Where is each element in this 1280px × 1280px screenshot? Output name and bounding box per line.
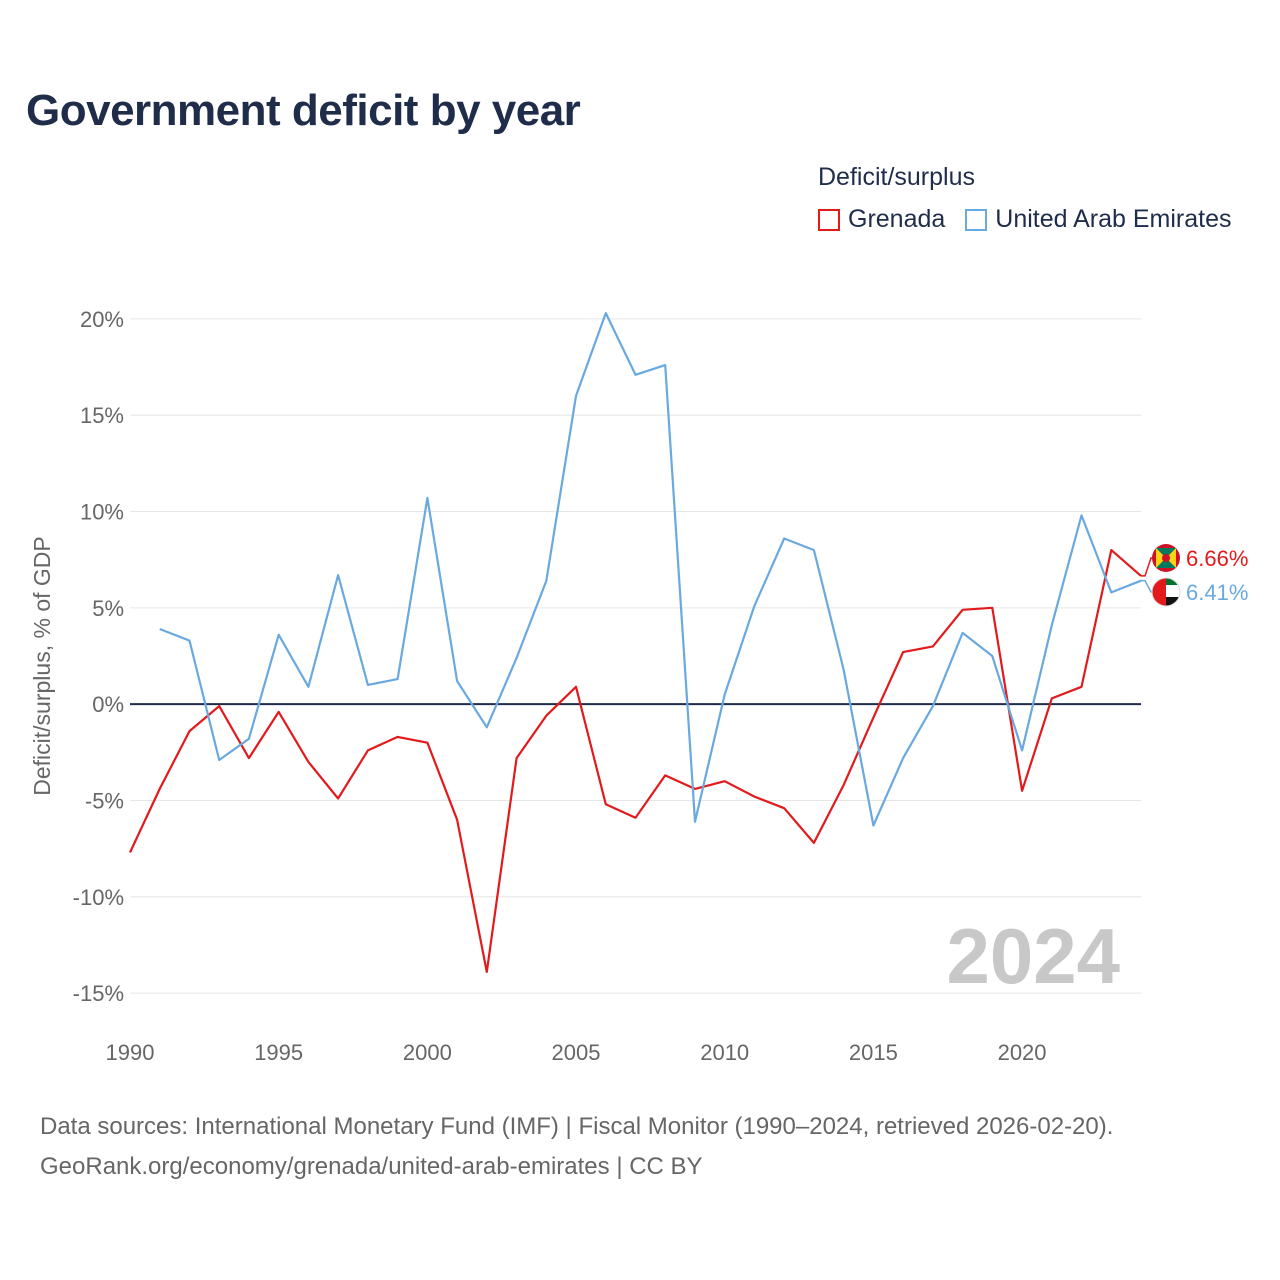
legend-item-uae[interactable]: United Arab Emirates [965, 205, 1232, 234]
watermark-year: 2024 [946, 912, 1120, 1000]
legend-label-uae: United Arab Emirates [995, 205, 1232, 233]
y-tick-label: -10% [73, 885, 124, 910]
x-tick-label: 1995 [254, 1040, 303, 1065]
end-value-label: 6.41% [1186, 580, 1248, 605]
series-line-grenada [129, 549, 1142, 973]
chart-title: Government deficit by year [26, 86, 581, 135]
x-tick-label: 2000 [403, 1040, 452, 1065]
x-tick-label: 2015 [849, 1040, 898, 1065]
footer-link[interactable]: GeoRank.org/economy/grenada/united-arab-… [40, 1153, 703, 1180]
uae-flag-black [1166, 597, 1179, 606]
y-tick-label: 5% [92, 596, 124, 621]
series-line-uae [159, 312, 1142, 827]
y-tick-label: -15% [73, 981, 124, 1006]
footer: Data sources: International Monetary Fun… [40, 1107, 1113, 1187]
y-tick-label: 0% [92, 692, 124, 717]
grenada-flag-top [1156, 548, 1176, 558]
line-chart: 2024 -15% -10% -5% 0% 5% 10% 15% 20% 1990 1995 2000… [29, 307, 1248, 1065]
y-tick-label: 15% [80, 403, 124, 428]
x-tick-label: 2005 [552, 1040, 601, 1065]
y-tick-label: 20% [80, 307, 124, 332]
legend-label-grenada: Grenada [848, 205, 946, 233]
legend: Grenada United Arab Emirates [818, 205, 1252, 234]
footer-sources: Data sources: International Monetary Fun… [40, 1113, 1114, 1140]
grenada-flag-bottom [1156, 558, 1176, 568]
y-tick-label: -5% [85, 788, 124, 813]
legend-title: Deficit/surplus [818, 163, 975, 191]
x-tick-label: 1990 [106, 1040, 155, 1065]
x-tick-label: 2010 [700, 1040, 749, 1065]
y-axis-label: Deficit/surplus, % of GDP [29, 536, 55, 795]
uae-flag-border [1151, 577, 1181, 607]
legend-swatch-uae [965, 208, 988, 231]
x-tick-label: 2020 [998, 1040, 1047, 1065]
uae-flag-red [1152, 578, 1166, 606]
uae-flag-green [1166, 578, 1179, 585]
grenada-flag-disc [1162, 554, 1170, 562]
y-tick-label: 10% [80, 500, 124, 525]
legend-swatch-grenada [818, 208, 840, 231]
legend-item-grenada[interactable]: Grenada [818, 205, 945, 234]
end-value-label: 6.66% [1186, 546, 1248, 571]
